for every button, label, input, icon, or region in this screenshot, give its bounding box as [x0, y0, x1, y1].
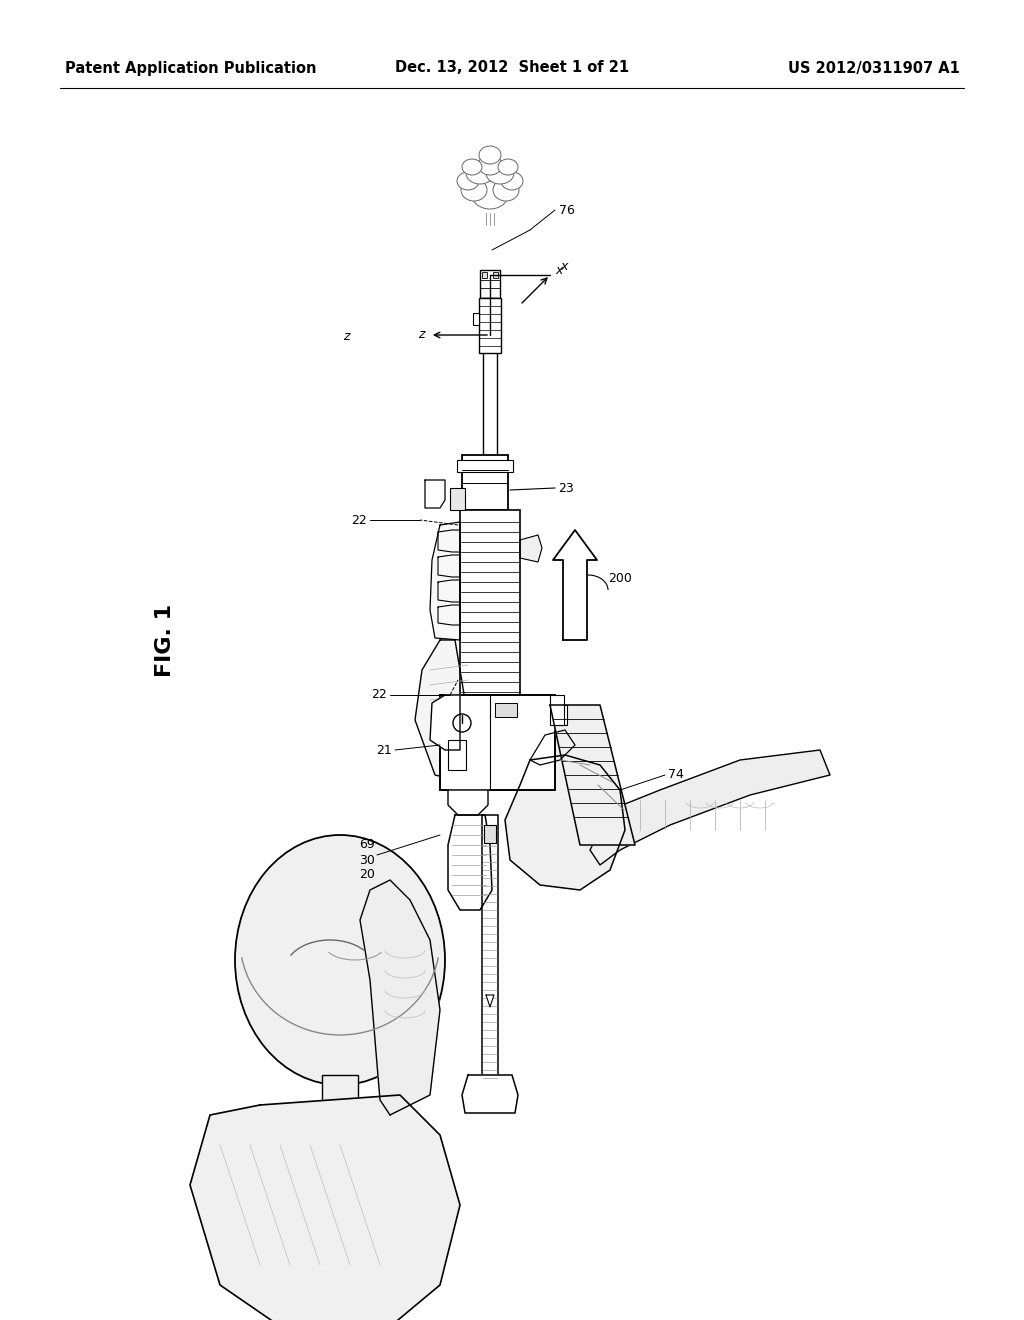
Bar — [480, 271, 500, 298]
Bar — [482, 814, 498, 1096]
Ellipse shape — [457, 172, 479, 190]
Ellipse shape — [453, 714, 471, 733]
Bar — [483, 298, 497, 455]
Bar — [550, 696, 564, 725]
Bar — [462, 455, 508, 510]
Polygon shape — [438, 605, 460, 624]
Text: 76: 76 — [559, 203, 574, 216]
Ellipse shape — [498, 158, 518, 176]
Ellipse shape — [462, 158, 482, 176]
Polygon shape — [449, 814, 492, 909]
Polygon shape — [520, 535, 542, 562]
Text: Dec. 13, 2012  Sheet 1 of 21: Dec. 13, 2012 Sheet 1 of 21 — [395, 61, 629, 75]
Text: 30: 30 — [359, 854, 375, 866]
Bar — [479, 298, 501, 352]
Polygon shape — [462, 1074, 518, 1113]
Text: 22: 22 — [351, 513, 367, 527]
Ellipse shape — [466, 162, 494, 183]
Ellipse shape — [493, 180, 519, 201]
Polygon shape — [360, 880, 440, 1115]
Text: 74: 74 — [668, 768, 684, 781]
Text: FIG. 1: FIG. 1 — [155, 603, 175, 677]
Text: 22: 22 — [372, 689, 387, 701]
Bar — [322, 1074, 358, 1115]
Text: 21: 21 — [376, 743, 392, 756]
Polygon shape — [449, 789, 488, 814]
Ellipse shape — [501, 172, 523, 190]
Text: x: x — [555, 264, 562, 276]
Bar — [484, 825, 496, 843]
Text: 20: 20 — [359, 869, 375, 882]
Polygon shape — [190, 1096, 460, 1320]
Polygon shape — [530, 730, 575, 766]
Polygon shape — [486, 995, 494, 1007]
Text: x: x — [560, 260, 567, 273]
Polygon shape — [438, 579, 460, 602]
Polygon shape — [550, 705, 635, 845]
Polygon shape — [430, 696, 460, 750]
Bar — [473, 313, 479, 325]
Text: z: z — [419, 329, 425, 342]
Polygon shape — [505, 755, 625, 890]
Text: Patent Application Publication: Patent Application Publication — [65, 61, 316, 75]
Ellipse shape — [234, 836, 445, 1085]
Bar — [449, 741, 466, 770]
Ellipse shape — [472, 181, 508, 209]
Bar — [555, 705, 567, 725]
Polygon shape — [553, 531, 597, 640]
Polygon shape — [438, 531, 460, 552]
Text: US 2012/0311907 A1: US 2012/0311907 A1 — [788, 61, 961, 75]
Polygon shape — [425, 480, 445, 508]
Bar — [440, 696, 555, 789]
Bar — [460, 510, 520, 700]
Bar — [495, 704, 517, 717]
Ellipse shape — [478, 154, 502, 176]
Bar — [450, 488, 465, 510]
Bar — [482, 272, 487, 279]
Text: 23: 23 — [558, 482, 573, 495]
Polygon shape — [438, 554, 460, 577]
Polygon shape — [590, 750, 830, 865]
Text: z: z — [343, 330, 350, 343]
Bar — [457, 459, 513, 473]
Text: 69: 69 — [359, 838, 375, 851]
Ellipse shape — [486, 162, 514, 183]
Polygon shape — [430, 521, 460, 640]
Polygon shape — [415, 640, 470, 780]
Bar — [493, 272, 498, 279]
Ellipse shape — [479, 147, 501, 164]
Text: 200: 200 — [608, 572, 632, 585]
Ellipse shape — [461, 180, 487, 201]
